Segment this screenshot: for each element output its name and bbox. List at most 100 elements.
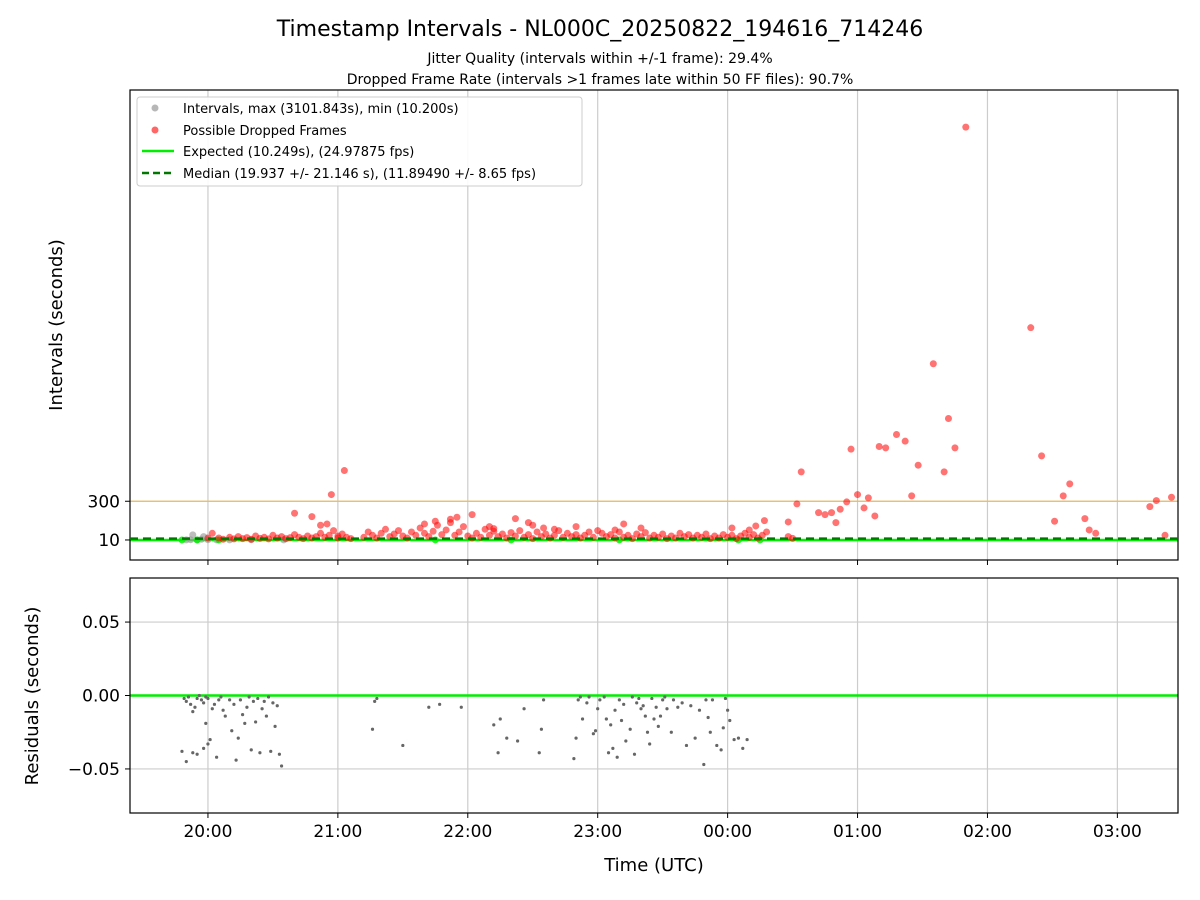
residual-point (206, 696, 210, 701)
residual-point (541, 698, 546, 702)
residual-point (256, 696, 260, 701)
dropped-frame-point (459, 523, 467, 531)
legend: Intervals, max (3101.843s), min (10.200s… (136, 96, 583, 187)
residual-point (624, 739, 628, 743)
residual-point (609, 723, 613, 727)
residual-point (574, 736, 578, 740)
dropped-frame-point (854, 491, 862, 499)
residual-point (223, 714, 227, 718)
dropped-frame-point (951, 444, 959, 452)
residual-point (228, 698, 232, 702)
residual-point (193, 705, 197, 709)
residual-point (522, 707, 526, 711)
dropped-frame-point (490, 525, 498, 533)
residual-point (515, 739, 520, 743)
dropped-frame-point (323, 520, 331, 528)
y-tick-label: −0.05 (68, 760, 120, 780)
residual-point (232, 702, 236, 706)
residual-point (238, 698, 243, 702)
residual-point (654, 705, 658, 709)
legend-label-intervals: Intervals, max (3101.843s), min (10.200s… (183, 102, 459, 117)
residual-point (245, 705, 249, 709)
residual-point (243, 721, 247, 726)
residual-point (591, 732, 595, 736)
dropped-frame-point (308, 513, 316, 521)
residual-point (632, 752, 637, 756)
residual-point (617, 698, 621, 702)
dropped-frame-point (1168, 493, 1176, 501)
dropped-frame-point (1092, 529, 1100, 537)
x-tick-label: 03:00 (1093, 822, 1142, 842)
dropped-frame-point (382, 525, 390, 533)
y-tick-label: 10 (98, 531, 120, 551)
residual-point (641, 704, 645, 708)
residual-point (184, 699, 188, 703)
x-tick-label: 23:00 (573, 822, 622, 842)
dropped-frame-point (511, 515, 519, 523)
residual-point (719, 748, 723, 752)
x-tick-label: 21:00 (313, 822, 362, 842)
dropped-frame-point (327, 491, 335, 499)
residual-point (648, 742, 652, 746)
residual-point (645, 730, 650, 734)
residual-point (221, 708, 225, 712)
dropped-frame-point (763, 528, 771, 536)
legend-box (136, 96, 583, 187)
x-tick-label: 22:00 (443, 822, 492, 842)
dropped-frame-point (929, 360, 937, 368)
residual-point (576, 698, 580, 702)
dropped-frame-point (659, 530, 667, 538)
dropped-frame-point (797, 468, 805, 476)
dropped-frame-point (836, 505, 844, 513)
residual-point (459, 705, 463, 709)
residual-point (587, 695, 591, 699)
dropped-frame-point (347, 535, 355, 543)
residual-point (195, 696, 199, 701)
dropped-frame-point (940, 468, 948, 476)
dropped-frame-point (412, 531, 420, 539)
residual-point (230, 729, 234, 733)
residual-point (537, 751, 541, 755)
residual-point (273, 724, 277, 728)
residual-point (613, 708, 617, 712)
dropped-frame-point (438, 531, 446, 539)
residual-point (622, 702, 626, 706)
residual-point (726, 708, 730, 712)
residual-point (260, 707, 264, 711)
residual-point (427, 705, 431, 709)
residual-point (505, 736, 509, 740)
dropped-frame-point (325, 531, 333, 539)
y-tick-label: 0.05 (82, 613, 120, 633)
dropped-frame-point (550, 525, 558, 533)
residual-point (598, 698, 602, 702)
dropped-frame-point (728, 524, 736, 532)
chart-subtitle-dropped: Dropped Frame Rate (intervals >1 frames … (347, 72, 854, 88)
dropped-frame-point (962, 123, 970, 131)
legend-label-median: Median (19.937 +/- 21.146 s), (11.89490 … (183, 167, 536, 182)
residual-point (708, 730, 712, 734)
dropped-frame-point (832, 519, 840, 527)
dropped-frame-point (291, 509, 299, 517)
legend-label-dropped: Possible Dropped Frames (183, 124, 347, 139)
legend-marker-intervals (151, 104, 159, 112)
top-plot-frame (129, 89, 1179, 561)
residual-point (197, 693, 201, 698)
interval-point (189, 531, 197, 539)
bottom-panel-markers (180, 693, 749, 768)
residual-point (202, 701, 206, 705)
residual-point (264, 714, 269, 718)
residual-point (275, 704, 279, 708)
x-tick-label: 20:00 (183, 822, 232, 842)
residual-point (635, 701, 639, 705)
dropped-frame-point (1085, 526, 1093, 534)
dropped-frame-point (540, 524, 548, 532)
dropped-frame-point (637, 524, 645, 532)
residual-point (195, 752, 199, 756)
dropped-frame-point (1152, 497, 1160, 505)
dropped-frame-point (208, 529, 216, 537)
dropped-frame-point (611, 526, 619, 534)
residual-point (208, 737, 212, 742)
dropped-frame-point (702, 530, 710, 538)
dropped-frame-point (1146, 503, 1154, 511)
dropped-frame-point (908, 492, 916, 500)
